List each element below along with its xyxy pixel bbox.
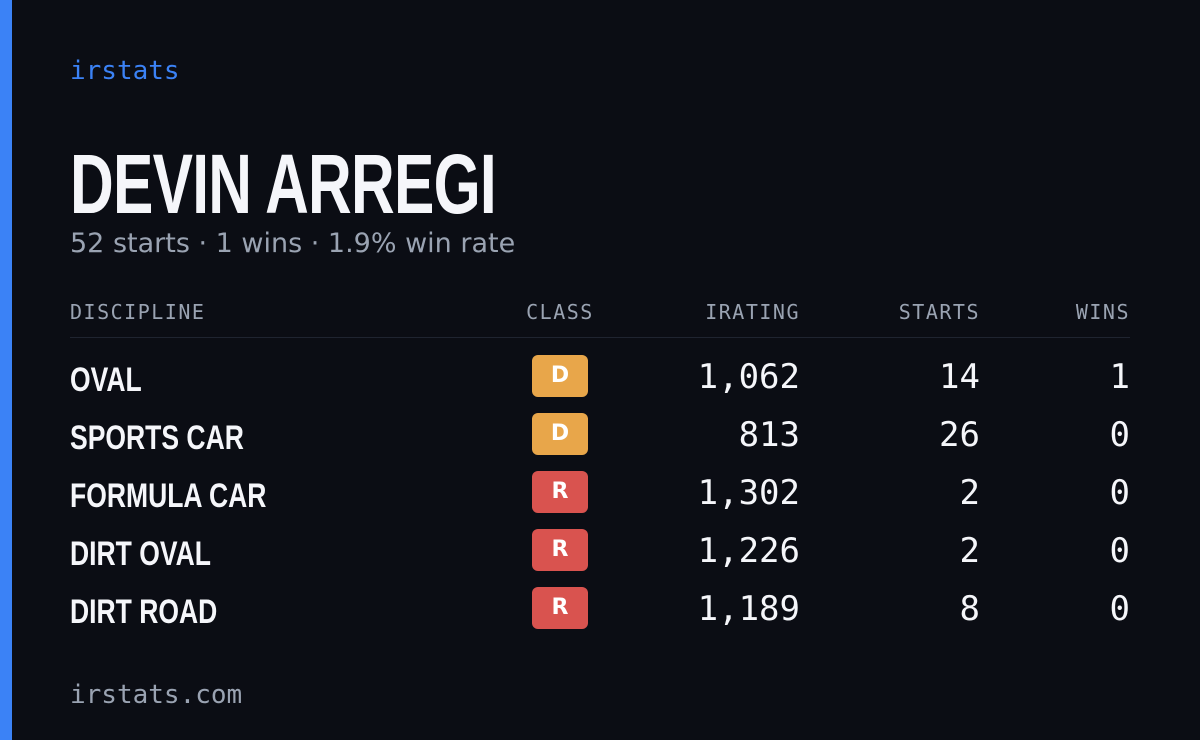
class-badge: R xyxy=(532,471,588,513)
irating: 1,062 xyxy=(697,357,800,397)
starts: 14 xyxy=(939,357,980,397)
header-rule xyxy=(70,337,1130,338)
wins: 0 xyxy=(1109,473,1130,513)
column-header: IRATING xyxy=(705,300,800,324)
discipline: OVAL xyxy=(70,361,142,399)
column-header: CLASS xyxy=(526,300,594,324)
column-header: WINS xyxy=(1075,300,1130,324)
class-badge: R xyxy=(532,529,588,571)
starts: 26 xyxy=(939,415,980,455)
wins: 0 xyxy=(1109,589,1130,629)
starts: 8 xyxy=(959,589,980,629)
discipline: SPORTS CAR xyxy=(70,419,244,457)
discipline: DIRT ROAD xyxy=(70,593,218,631)
class-badge: R xyxy=(532,587,588,629)
irating: 813 xyxy=(738,415,800,455)
driver-summary: 52 starts · 1 wins · 1.9% win rate xyxy=(70,228,516,259)
wins: 0 xyxy=(1109,415,1130,455)
wins: 0 xyxy=(1109,531,1130,571)
starts: 2 xyxy=(959,473,980,513)
brand: irstats xyxy=(70,56,180,86)
column-header: DISCIPLINE xyxy=(70,300,206,324)
starts: 2 xyxy=(959,531,980,571)
irating: 1,302 xyxy=(697,473,800,513)
class-badge: D xyxy=(532,355,588,397)
accent-bar xyxy=(0,0,12,740)
footer: irstats.com xyxy=(70,680,243,710)
class-badge: D xyxy=(532,413,588,455)
discipline: DIRT OVAL xyxy=(70,535,211,573)
driver-name: DEVIN ARREGI xyxy=(70,137,497,231)
wins: 1 xyxy=(1109,357,1130,397)
discipline: FORMULA CAR xyxy=(70,477,267,515)
irating: 1,189 xyxy=(697,589,800,629)
irating: 1,226 xyxy=(697,531,800,571)
column-header: STARTS xyxy=(898,300,980,324)
